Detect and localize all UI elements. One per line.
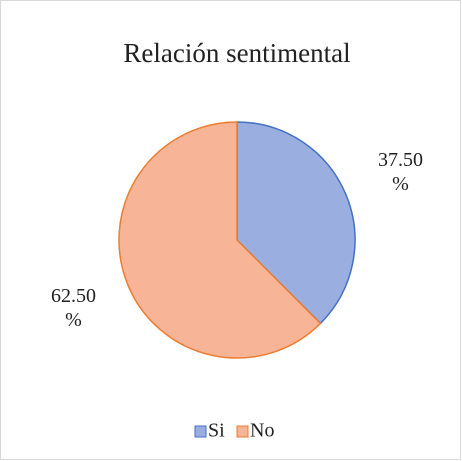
- pie-slice: [118, 121, 322, 359]
- chart-title: Relación sentimental: [123, 38, 350, 68]
- legend-label: Si: [208, 420, 225, 442]
- legend-label: No: [250, 420, 274, 442]
- data-label: 37.50%: [378, 149, 424, 196]
- pie-slice: [236, 121, 356, 325]
- legend-swatch: [236, 425, 249, 438]
- data-label: 62.50%: [50, 284, 96, 331]
- legend-swatch: [194, 425, 207, 438]
